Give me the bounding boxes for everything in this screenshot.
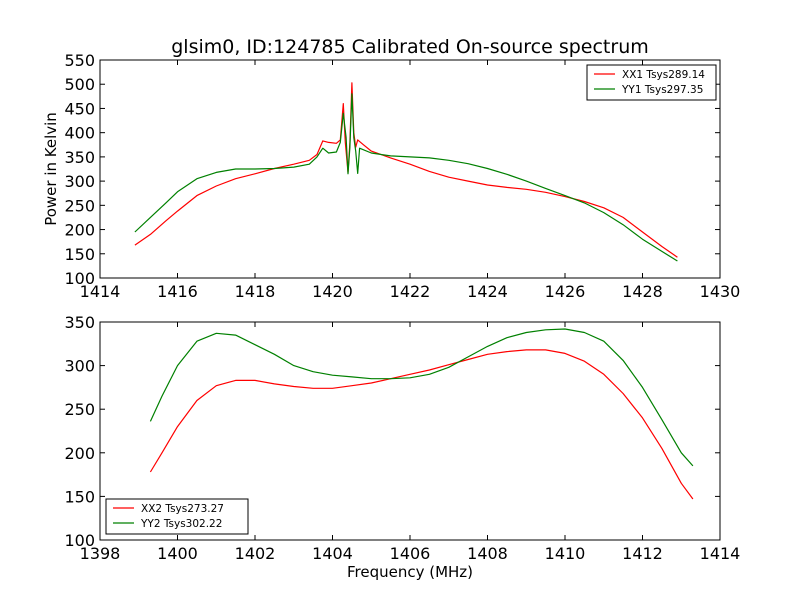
series-line-1-0 bbox=[149, 349, 694, 500]
x-axis-label-bottom: Frequency (MHz) bbox=[347, 563, 473, 581]
legend-box bbox=[586, 64, 717, 101]
legend-entry: YY2 Tsys302.22 bbox=[140, 518, 222, 530]
y-tick-label: 100 bbox=[64, 531, 95, 550]
series-line-0-0 bbox=[134, 82, 678, 258]
legend-box bbox=[105, 498, 249, 535]
x-tick-label: 1424 bbox=[467, 282, 508, 301]
x-tick-label: 1426 bbox=[545, 282, 586, 301]
x-tick-label: 1398 bbox=[80, 544, 121, 563]
x-tick-label: 1422 bbox=[390, 282, 431, 301]
x-tick-label: 1412 bbox=[622, 544, 663, 563]
legend-entry: XX2 Tsys273.27 bbox=[141, 503, 224, 515]
y-tick-label: 450 bbox=[64, 99, 95, 118]
y-axis-label-top: Power in Kelvin bbox=[42, 112, 60, 226]
x-tick-label: 1430 bbox=[700, 282, 741, 301]
x-tick-label: 1418 bbox=[235, 282, 276, 301]
y-tick-label: 400 bbox=[64, 124, 95, 143]
plot-panel-0: 1414 1416 1418 1420 1422 1424 1426 1428 1430 100 1… bbox=[64, 51, 740, 301]
x-tick-label: 1428 bbox=[622, 282, 663, 301]
legend-entry: YY1 Tsys297.35 bbox=[621, 84, 703, 96]
chart-title: glsim0, ID:124785 Calibrated On-source s… bbox=[171, 36, 649, 58]
legend-0: XX1 Tsys289.14 YY1 Tsys297.35 bbox=[586, 64, 717, 101]
y-tick-label: 200 bbox=[64, 444, 95, 463]
plot-panel-1: 1398 1400 1402 1404 1406 1408 1410 1412 1414 100 1… bbox=[64, 313, 740, 563]
y-tick-label: 350 bbox=[64, 148, 95, 167]
series-line-1-1 bbox=[149, 328, 694, 467]
series-line-0-1 bbox=[134, 93, 678, 262]
y-tick-label: 550 bbox=[64, 51, 95, 70]
x-tick-label: 1416 bbox=[157, 282, 198, 301]
x-tick-label: 1404 bbox=[312, 544, 353, 563]
y-tick-label: 300 bbox=[64, 172, 95, 191]
legend-1: XX2 Tsys273.27 YY2 Tsys302.22 bbox=[105, 498, 249, 535]
x-tick-label: 1414 bbox=[80, 282, 121, 301]
x-tick-label: 1406 bbox=[390, 544, 431, 563]
y-tick-label: 350 bbox=[64, 313, 95, 332]
y-tick-label: 500 bbox=[64, 75, 95, 94]
y-tick-label: 250 bbox=[64, 196, 95, 215]
y-tick-label: 250 bbox=[64, 400, 95, 419]
x-tick-label: 1410 bbox=[545, 544, 586, 563]
y-tick-label: 150 bbox=[64, 245, 95, 264]
y-tick-label: 200 bbox=[64, 221, 95, 240]
x-tick-label: 1408 bbox=[467, 544, 508, 563]
y-tick-label: 150 bbox=[64, 487, 95, 506]
x-tick-label: 1414 bbox=[700, 544, 741, 563]
x-tick-label: 1402 bbox=[235, 544, 276, 563]
x-tick-label: 1420 bbox=[312, 282, 353, 301]
x-tick-label: 1400 bbox=[157, 544, 198, 563]
y-tick-label: 300 bbox=[64, 357, 95, 376]
y-tick-label: 100 bbox=[64, 269, 95, 288]
legend-entry: XX1 Tsys289.14 bbox=[622, 69, 705, 81]
